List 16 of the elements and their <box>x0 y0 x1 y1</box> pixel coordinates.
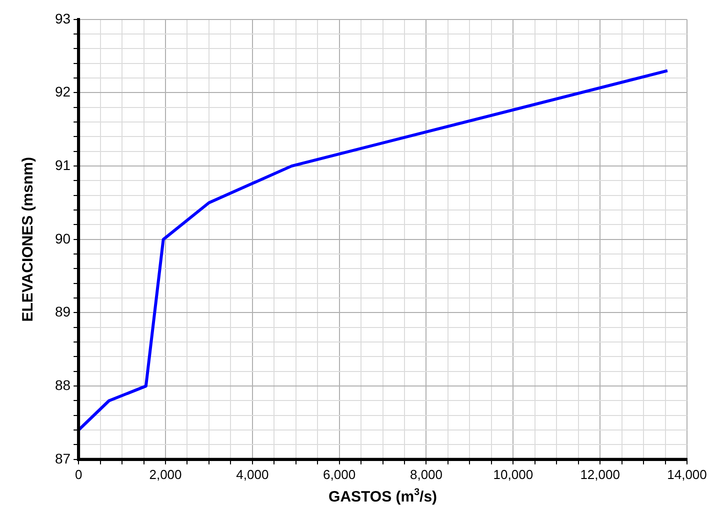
x-tick-label: 2,000 <box>149 466 182 482</box>
y-tick-label: 91 <box>54 156 71 173</box>
x-tick-label: 4,000 <box>236 466 269 482</box>
x-tick-label: 0 <box>74 466 82 482</box>
x-tick-label: 14,000 <box>667 466 707 482</box>
y-tick-label: 89 <box>54 304 71 320</box>
y-tick-label: 93 <box>54 10 71 26</box>
x-tick-label: 8,000 <box>410 466 443 482</box>
x-tick-label: 6,000 <box>323 466 356 482</box>
y-tick-label: 92 <box>54 84 71 100</box>
y-tick-label: 88 <box>54 376 71 393</box>
y-axis-title: ELEVACIONES (msnm) <box>20 157 37 322</box>
x-tick-label: 12,000 <box>580 466 620 482</box>
y-tick-label: 87 <box>54 450 71 466</box>
y-tick-label: 90 <box>54 230 71 246</box>
x-tick-label: 10,000 <box>493 466 534 482</box>
